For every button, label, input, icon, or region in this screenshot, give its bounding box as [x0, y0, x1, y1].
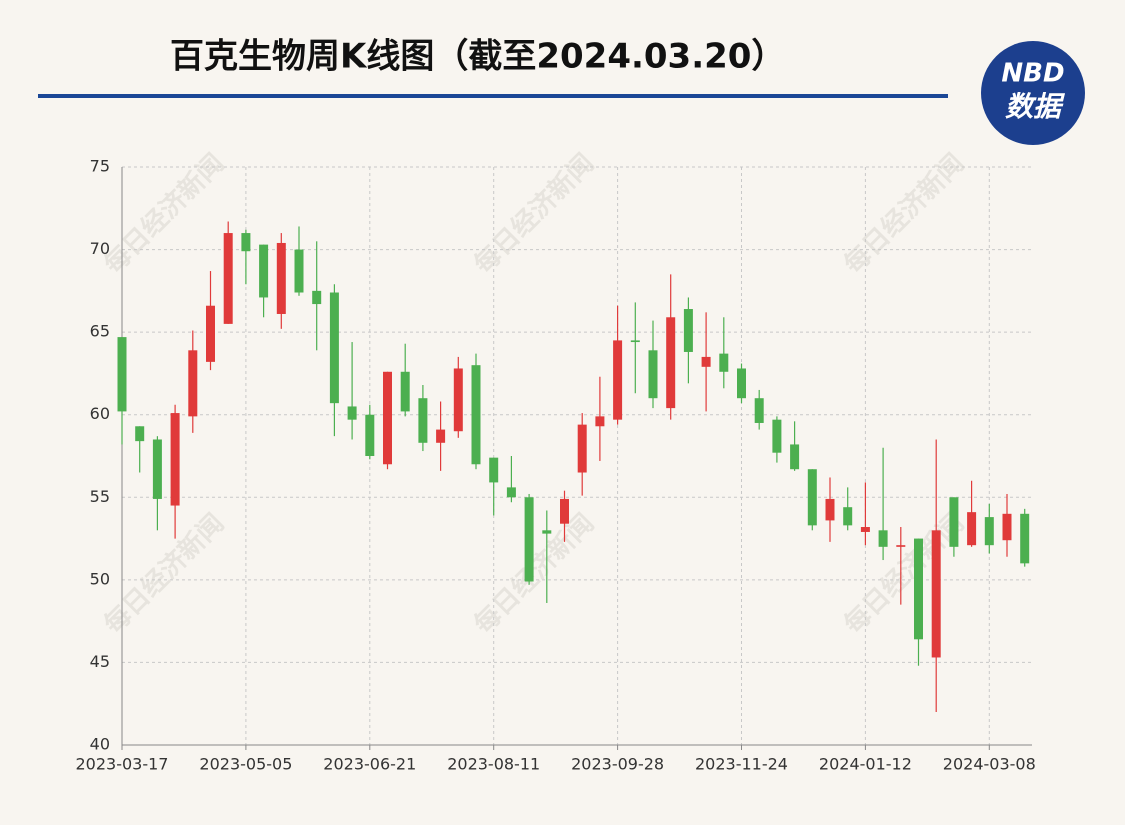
candle-body: [949, 497, 959, 547]
candle-body: [914, 538, 923, 640]
candle-body: [560, 498, 569, 524]
candle-body: [471, 365, 481, 465]
candle-body: [843, 507, 853, 526]
candle-body: [383, 371, 392, 465]
candle-body: [807, 469, 817, 526]
y-tick-label: 60: [90, 404, 110, 423]
logo-circle: [981, 41, 1085, 145]
candle-body: [329, 292, 339, 404]
candle-body: [1002, 513, 1012, 541]
y-tick-label: 75: [90, 157, 110, 176]
candle-body: [896, 545, 906, 547]
candle-body: [436, 429, 446, 443]
logo-text: 数据: [1005, 90, 1066, 123]
candle-body: [524, 497, 534, 582]
candle-body: [223, 233, 233, 324]
y-tick-label: 65: [90, 322, 110, 341]
x-tick-label: 2023-09-28: [571, 755, 664, 774]
candle-body: [967, 512, 977, 546]
candle-body: [772, 419, 782, 453]
chart-title: 百克生物周K线图（截至2024.03.20）: [170, 37, 785, 77]
candle-body: [135, 426, 145, 442]
x-tick-label: 2023-03-17: [76, 755, 169, 774]
y-tick-label: 40: [90, 735, 110, 754]
x-tick-label: 2023-11-24: [695, 755, 788, 774]
candle-body: [506, 487, 516, 498]
candle-body: [577, 424, 587, 473]
logo-text: NBD: [1001, 59, 1064, 89]
candle-body: [453, 368, 463, 432]
candle-body: [489, 457, 499, 483]
candle-body: [984, 517, 994, 546]
candle-body: [312, 290, 322, 305]
x-tick-label: 2024-01-12: [819, 755, 912, 774]
candle-body: [542, 530, 552, 534]
candle-body: [276, 242, 286, 314]
candle-body: [613, 340, 623, 420]
candle-body: [241, 233, 251, 252]
x-tick-label: 2023-06-21: [323, 755, 416, 774]
y-tick-label: 50: [90, 569, 110, 588]
candle-body: [931, 530, 941, 658]
title-rule: [38, 94, 948, 98]
candle-body: [754, 398, 764, 423]
candle-body: [400, 371, 410, 412]
x-tick-label: 2023-05-05: [199, 755, 292, 774]
candle-body: [152, 439, 162, 499]
y-tick-label: 45: [90, 652, 110, 671]
candle-body: [648, 350, 658, 399]
candle-body: [347, 406, 357, 420]
candle-body: [701, 356, 711, 367]
candle-body: [294, 249, 304, 293]
candle-body: [878, 530, 888, 547]
candle-body: [825, 498, 835, 521]
y-tick-label: 70: [90, 239, 110, 258]
candle-body: [719, 353, 729, 372]
candle-body: [595, 416, 605, 427]
x-tick-label: 2024-03-08: [943, 755, 1036, 774]
candle-body: [737, 368, 746, 399]
candle-body: [259, 244, 269, 298]
candle-body: [860, 527, 870, 532]
x-tick-label: 2023-08-11: [447, 755, 540, 774]
candle-body: [683, 309, 693, 352]
candle-body: [117, 337, 127, 412]
candle-body: [170, 413, 180, 506]
y-tick-label: 55: [90, 487, 110, 506]
candle-body: [188, 350, 198, 417]
candle-body: [790, 444, 800, 470]
candle-body: [365, 414, 375, 456]
candle-body: [666, 317, 676, 409]
candle-body: [1020, 513, 1030, 564]
candle-body: [630, 340, 640, 343]
candle-body: [418, 398, 428, 443]
candle-body: [206, 305, 215, 362]
